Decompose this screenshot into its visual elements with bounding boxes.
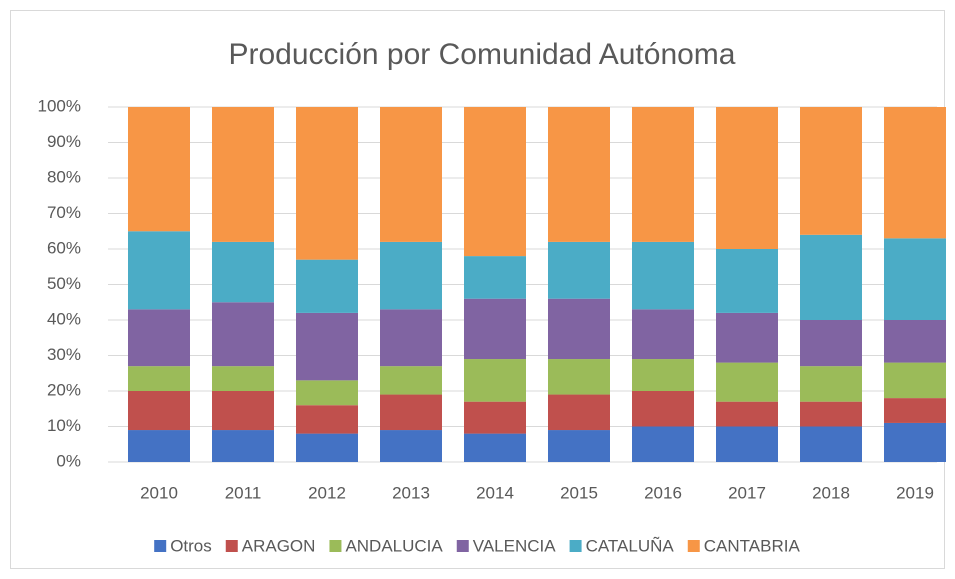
x-tick-label: 2019 (896, 483, 934, 502)
bar-segment (464, 401, 526, 434)
bar-segment (800, 234, 862, 320)
legend-swatch (154, 540, 167, 552)
bar-segment (212, 241, 274, 303)
bar-segment (548, 359, 610, 395)
bar-segment (296, 259, 358, 313)
bar-segment (212, 366, 274, 391)
bar-segment (128, 231, 190, 310)
bar-segment (548, 430, 610, 462)
bar-segment (884, 238, 946, 320)
y-tick-label: 100% (38, 96, 81, 115)
legend-label: ARAGON (242, 536, 316, 555)
x-tick-label: 2017 (728, 483, 766, 502)
bar-segment (716, 107, 778, 249)
bar-segment (632, 309, 694, 360)
legend-swatch (329, 540, 342, 552)
bar-segment (380, 107, 442, 242)
bar-segment (716, 362, 778, 402)
bar-segment (380, 309, 442, 367)
y-tick-label: 80% (47, 167, 81, 186)
bar-segment (464, 256, 526, 299)
bar-segment (800, 107, 862, 235)
bar-segment (212, 430, 274, 462)
legend-label: CANTABRIA (704, 536, 801, 555)
bar-segment (296, 433, 358, 462)
y-tick-label: 70% (47, 203, 81, 222)
x-tick-label: 2014 (476, 483, 514, 502)
y-tick-label: 20% (47, 380, 81, 399)
bar-segment (212, 302, 274, 367)
bar-segment (380, 394, 442, 431)
bar-segment (632, 107, 694, 242)
y-tick-label: 30% (47, 345, 81, 364)
bar-segment (548, 298, 610, 360)
x-tick-label: 2012 (308, 483, 346, 502)
bar-segment (800, 320, 862, 367)
bar-segment (464, 433, 526, 462)
bar-segment (380, 241, 442, 310)
bar-segment (128, 309, 190, 367)
legend-label: ANDALUCIA (345, 536, 443, 555)
bar-segment (296, 107, 358, 260)
bar-segment (128, 391, 190, 431)
bar-segment (380, 366, 442, 395)
bar-segment (548, 107, 610, 242)
x-tick-label: 2011 (225, 483, 262, 502)
bar-segment (632, 426, 694, 462)
bar-segment (632, 359, 694, 391)
bar-segment (716, 312, 778, 363)
bar-segment (212, 391, 274, 431)
y-tick-label: 90% (47, 132, 81, 151)
x-tick-label: 2013 (392, 483, 430, 502)
x-tick-label: 2010 (140, 483, 178, 502)
legend-label: Otros (170, 536, 212, 555)
bar-segment (380, 430, 442, 462)
bar-segment (800, 401, 862, 427)
x-tick-label: 2018 (812, 483, 850, 502)
bar-segment (884, 422, 946, 462)
x-tick-label: 2015 (560, 483, 598, 502)
bar-segment (296, 312, 358, 381)
bar-segment (464, 359, 526, 402)
bar-segment (884, 398, 946, 423)
y-tick-label: 0% (56, 451, 81, 470)
bar-segment (296, 380, 358, 406)
bar-segment (464, 107, 526, 257)
bar-segment (884, 107, 946, 239)
bar-segment (716, 426, 778, 462)
bar-segment (632, 241, 694, 310)
legend-label: CATALUÑA (586, 536, 675, 555)
y-tick-label: 40% (47, 309, 81, 328)
bar-segment (548, 241, 610, 299)
y-tick-label: 10% (47, 416, 81, 435)
legend-swatch (225, 540, 238, 552)
bar-segment (884, 320, 946, 363)
bar-segment (716, 249, 778, 313)
bar-segment (128, 366, 190, 391)
y-tick-label: 60% (47, 238, 81, 257)
bar-segment (800, 366, 862, 402)
legend-swatch (687, 540, 700, 552)
bar-segment (548, 394, 610, 431)
bar-segment (212, 107, 274, 242)
y-tick-label: 50% (47, 274, 81, 293)
bar-segment (128, 107, 190, 232)
bar-segment (800, 426, 862, 462)
legend-swatch (569, 540, 582, 552)
bar-segment (632, 391, 694, 427)
bar-segment (296, 405, 358, 434)
bar-segment (128, 430, 190, 462)
legend-swatch (456, 540, 469, 552)
bar-segment (716, 401, 778, 427)
x-tick-label: 2016 (644, 483, 682, 502)
bar-segment (884, 362, 946, 399)
legend-label: VALENCIA (473, 536, 556, 555)
chart-title: Producción por Comunidad Autónoma (229, 38, 736, 71)
bar-segment (464, 298, 526, 360)
